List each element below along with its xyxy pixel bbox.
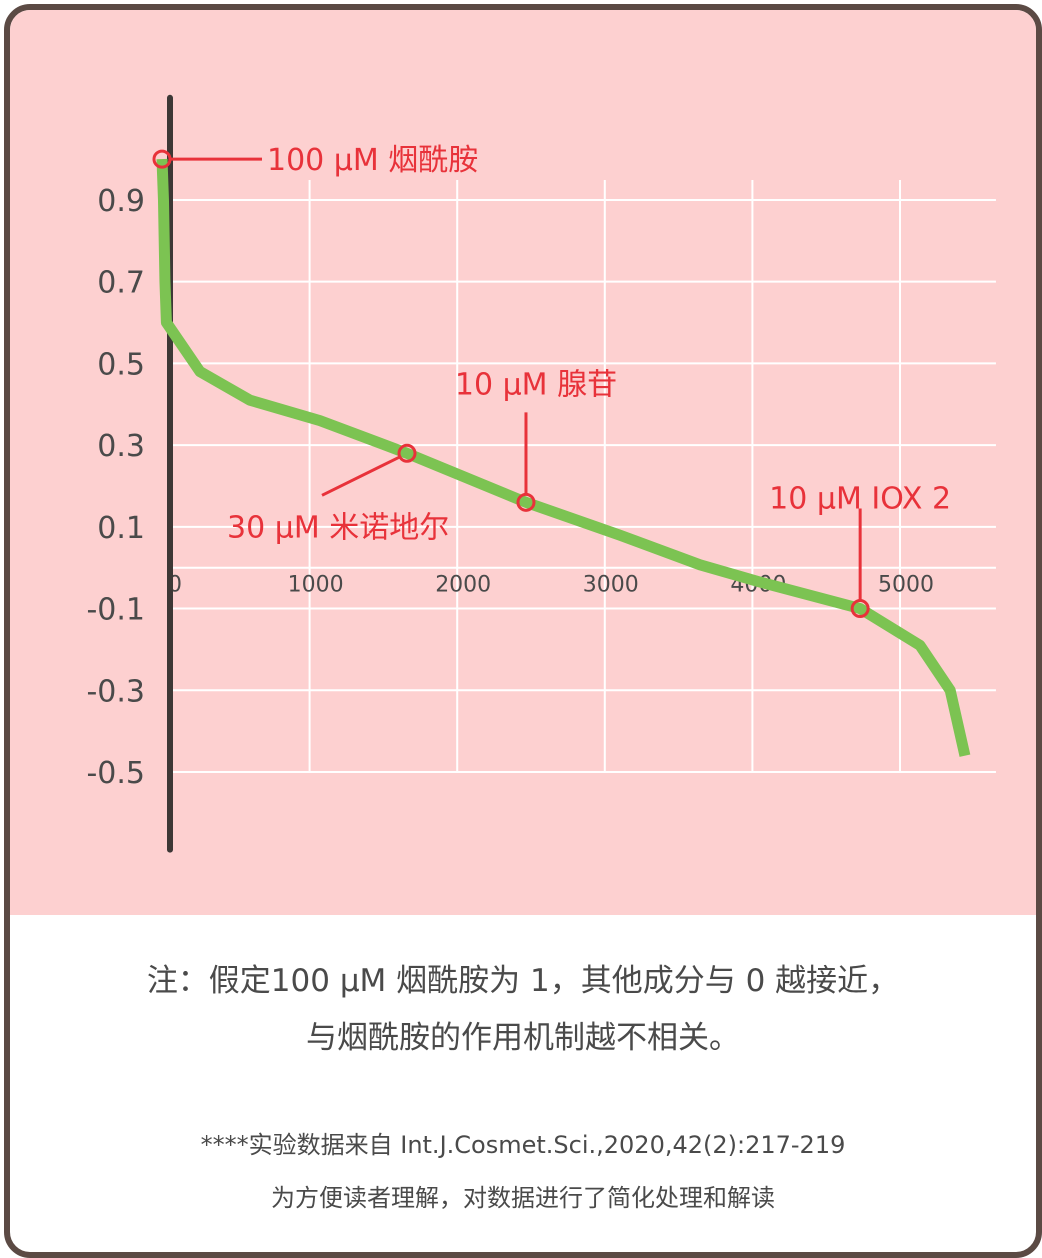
x-tick-label: 5000	[878, 573, 934, 598]
y-tick-label: 0.9	[97, 184, 145, 219]
annotation-point	[397, 443, 417, 463]
y-tick-label: 0.3	[97, 429, 145, 464]
y-tick-label: -0.3	[86, 674, 145, 709]
y-tick-label: -0.1	[86, 593, 145, 628]
annotation-point	[516, 492, 536, 512]
note-line: 与烟酰胺的作用机制越不相关。	[306, 1020, 740, 1056]
source-line: ****实验数据来自 Int.J.Cosmet.Sci.,2020,42(2):…	[200, 1131, 846, 1159]
annotation-point	[850, 599, 870, 619]
y-tick-label: 0.5	[97, 347, 145, 382]
annotation-label: 10 μM IOX 2	[769, 482, 951, 517]
source-line: 为方便读者理解，对数据进行了简化处理和解读	[271, 1184, 775, 1212]
x-tick-label: 2000	[435, 573, 491, 598]
annotation-point	[152, 149, 172, 169]
y-tick-label: 0.1	[97, 511, 145, 546]
annotation-label: 100 μM 烟酰胺	[267, 143, 478, 178]
annotation-leader	[321, 455, 400, 497]
chart-background	[10, 10, 1036, 915]
card: 0.9 0.7 0.5 0.3 0.1 -0.1 -0.3 -0.5 0 1000 2000 3000…	[4, 4, 1042, 1258]
annotation-label: 10 μM 腺苷	[455, 367, 617, 402]
y-tick-label: -0.5	[86, 756, 145, 791]
x-tick-label: 3000	[583, 573, 639, 598]
x-tick-label: 1000	[288, 573, 344, 598]
line	[156, 158, 971, 757]
annotation-label: 30 μM 米诺地尔	[227, 510, 449, 545]
y-tick-label: 0.7	[97, 266, 145, 301]
note-line: 注：假定100 μM 烟酰胺为 1，其他成分与 0 越接近，	[146, 963, 900, 999]
chart: 0.90.70.50.30.1-0.1-0.3-0.50 1000 2000 3000…	[10, 10, 1036, 915]
